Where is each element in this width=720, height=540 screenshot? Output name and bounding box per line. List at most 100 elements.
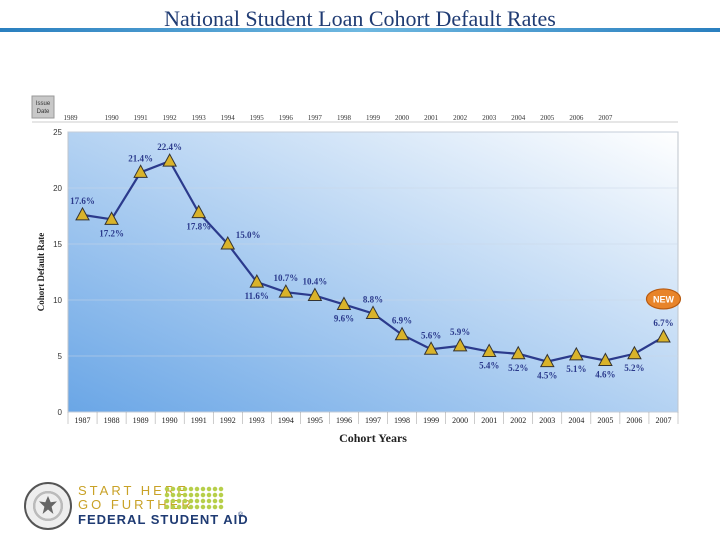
footer-logo: START HERE GO FURTHER FEDERAL STUDENT AI…	[24, 482, 324, 532]
issue-year-label: 2004	[511, 114, 526, 122]
data-label: 21.4%	[128, 153, 153, 163]
dot-pattern-icon	[164, 486, 224, 510]
issue-date-label-line2: Date	[37, 109, 50, 115]
x-tick-label: 1997	[365, 416, 381, 425]
data-point-marker	[627, 345, 642, 360]
y-tick-label: 15	[53, 240, 62, 249]
issue-year-label: 1990	[105, 114, 120, 122]
data-point-marker	[104, 211, 119, 225]
x-tick-label: 1993	[249, 416, 265, 425]
x-tick-label: 2007	[655, 416, 671, 425]
issue-year-label: 1996	[279, 114, 294, 122]
data-label: 10.4%	[303, 277, 328, 287]
x-tick-label: 2000	[452, 416, 468, 425]
logo-line-start-here: START HERE	[78, 483, 189, 498]
y-axis-title: Cohort Default Rate	[36, 233, 46, 311]
data-point-marker	[278, 284, 294, 298]
issue-year-label: 2000	[395, 114, 410, 122]
new-badge	[645, 288, 682, 310]
new-badge-label: NEW	[653, 294, 675, 304]
data-point-marker	[336, 296, 352, 310]
data-label: 5.9%	[450, 327, 470, 337]
data-label: 5.2%	[508, 363, 528, 373]
data-point-marker	[191, 204, 207, 219]
registered-mark: ®	[238, 512, 244, 519]
x-tick-label: 2003	[539, 416, 555, 425]
data-label: 15.0%	[236, 230, 261, 240]
x-tick-label: 1996	[336, 416, 352, 425]
data-point-marker	[539, 353, 555, 368]
logo-line-go-further: GO FURTHER	[78, 497, 194, 512]
x-tick-label: 1990	[162, 416, 178, 425]
data-label: 5.6%	[421, 330, 441, 340]
data-point-marker	[220, 235, 236, 250]
data-point-marker	[307, 287, 323, 302]
x-axis-title: Cohort Years	[339, 431, 407, 445]
data-label: 17.6%	[70, 196, 95, 206]
data-point-marker	[75, 206, 90, 221]
y-tick-label: 20	[53, 184, 62, 193]
x-tick-label: 1989	[133, 416, 149, 425]
data-label: 4.6%	[595, 369, 615, 379]
data-point-marker	[481, 343, 497, 358]
issue-year-label: 1998	[337, 114, 352, 122]
data-label: 9.6%	[334, 313, 354, 323]
header-band	[0, 28, 720, 32]
issue-year-label: 1999	[366, 114, 381, 122]
issue-year-label: 1989	[64, 114, 79, 122]
y-tick-label: 25	[53, 128, 62, 137]
slide-title: National Student Loan Cohort Default Rat…	[164, 6, 556, 31]
x-tick-label: 1992	[220, 416, 236, 425]
slide-header: National Student Loan Cohort Default Rat…	[0, 0, 720, 34]
data-label: 10.7%	[273, 273, 298, 283]
data-label: 5.4%	[479, 361, 499, 371]
data-point-marker	[568, 346, 584, 361]
x-tick-label: 2005	[597, 416, 613, 425]
data-point-marker	[423, 341, 439, 355]
issue-year-label: 1994	[221, 114, 236, 122]
data-point-marker	[656, 328, 671, 343]
x-tick-label: 2001	[481, 416, 497, 425]
issue-year-label: 1995	[250, 114, 264, 122]
issue-year-label: 2003	[482, 114, 497, 122]
data-point-marker	[510, 345, 526, 360]
x-tick-label: 1998	[394, 416, 410, 425]
data-point-marker	[133, 164, 148, 178]
x-tick-label: 1994	[278, 416, 294, 425]
data-label: 6.9%	[392, 316, 412, 326]
issue-date-box	[31, 95, 55, 119]
data-label: 5.2%	[624, 363, 644, 373]
line-chart: Issue Date 1989 1990 1991 1992 1993 1994 1995 199…	[31, 95, 682, 445]
issue-year-label: 2005	[540, 114, 555, 122]
data-point-marker	[394, 326, 410, 341]
issue-year-label: 2006	[569, 114, 584, 122]
data-label: 11.6%	[245, 291, 269, 301]
data-label: 6.7%	[653, 318, 673, 328]
data-label: 17.8%	[186, 222, 211, 232]
data-label: 22.4%	[157, 142, 182, 152]
x-tick-label: 1988	[104, 416, 120, 425]
data-point-marker	[365, 305, 381, 319]
x-tick-label: 2004	[568, 416, 584, 425]
data-label: 17.2%	[99, 228, 124, 238]
issue-date-label-line1: Issue	[36, 101, 51, 107]
x-tick-label: 2002	[510, 416, 526, 425]
x-tick-label: 1995	[307, 416, 323, 425]
issue-year-label: 1992	[163, 114, 178, 122]
department-seal-icon	[24, 482, 72, 530]
issue-year-label: 1993	[192, 114, 207, 122]
issue-year-label: 2002	[453, 114, 468, 122]
data-label: 4.5%	[537, 371, 557, 381]
data-label: 5.1%	[566, 364, 586, 374]
issue-year-label: 2001	[424, 114, 439, 122]
issue-year-label: 1991	[134, 114, 149, 122]
data-point-marker	[249, 274, 265, 288]
y-tick-label: 5	[58, 352, 63, 361]
data-point-marker	[598, 352, 613, 366]
x-tick-label: 2006	[626, 416, 642, 425]
chart-container: Issue Date 1989 1990 1991 1992 1993 1994 1995 199…	[28, 94, 692, 460]
y-tick-label: 10	[53, 296, 62, 305]
data-label: 8.8%	[363, 294, 383, 304]
plot-area	[67, 131, 679, 413]
x-tick-label: 1991	[191, 416, 207, 425]
